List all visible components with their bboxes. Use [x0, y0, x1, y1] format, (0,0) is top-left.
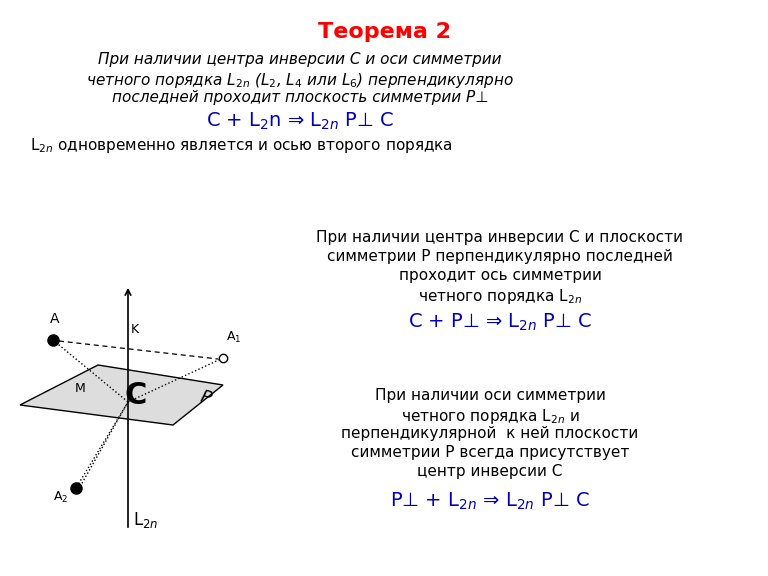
Text: симметрии Р перпендикулярно последней: симметрии Р перпендикулярно последней — [327, 249, 673, 264]
Text: четного порядка L$_{2n}$ (L$_2$, L$_4$ или L$_6$) перпендикулярно: четного порядка L$_{2n}$ (L$_2$, L$_4$ и… — [86, 71, 514, 90]
Text: четного порядка L$_{2n}$: четного порядка L$_{2n}$ — [418, 287, 582, 306]
Text: A$_2$: A$_2$ — [53, 490, 68, 505]
Text: При наличии оси симметрии: При наличии оси симметрии — [375, 388, 605, 403]
Text: центр инверсии С: центр инверсии С — [417, 464, 563, 479]
Text: Теорема 2: Теорема 2 — [317, 22, 451, 42]
Text: $\mathit{P}$: $\mathit{P}$ — [197, 388, 214, 408]
Text: При наличии центра инверсии С и плоскости: При наличии центра инверсии С и плоскост… — [316, 230, 684, 245]
Text: A$_1$: A$_1$ — [226, 330, 241, 345]
Text: четного порядка L$_{2n}$ и: четного порядка L$_{2n}$ и — [401, 407, 579, 426]
Text: L$_{2n}$ одновременно является и осью второго порядка: L$_{2n}$ одновременно является и осью вт… — [30, 136, 453, 155]
Text: M: M — [74, 381, 85, 395]
Text: последней проходит плоскость симметрии P⊥: последней проходит плоскость симметрии P… — [112, 90, 488, 105]
Text: проходит ось симметрии: проходит ось симметрии — [399, 268, 601, 283]
Text: При наличии центра инверсии С и оси симметрии: При наличии центра инверсии С и оси симм… — [98, 52, 502, 67]
Text: L$_{2n}$: L$_{2n}$ — [133, 510, 158, 530]
Text: перпендикулярной  к ней плоскости: перпендикулярной к ней плоскости — [341, 426, 639, 441]
Text: K: K — [131, 323, 139, 336]
Text: P⊥ + L$_{2n}$ ⇒ L$_{2n}$ P⊥ C: P⊥ + L$_{2n}$ ⇒ L$_{2n}$ P⊥ C — [390, 491, 590, 512]
Text: A: A — [50, 312, 60, 326]
Text: симметрии Р всегда присутствует: симметрии Р всегда присутствует — [351, 445, 629, 460]
Text: C + L$_2$n ⇒ L$_{2n}$ P⊥ C: C + L$_2$n ⇒ L$_{2n}$ P⊥ C — [206, 111, 394, 132]
Text: C: C — [125, 381, 147, 410]
Text: C + P⊥ ⇒ L$_{2n}$ P⊥ C: C + P⊥ ⇒ L$_{2n}$ P⊥ C — [408, 312, 592, 334]
Polygon shape — [20, 365, 223, 425]
